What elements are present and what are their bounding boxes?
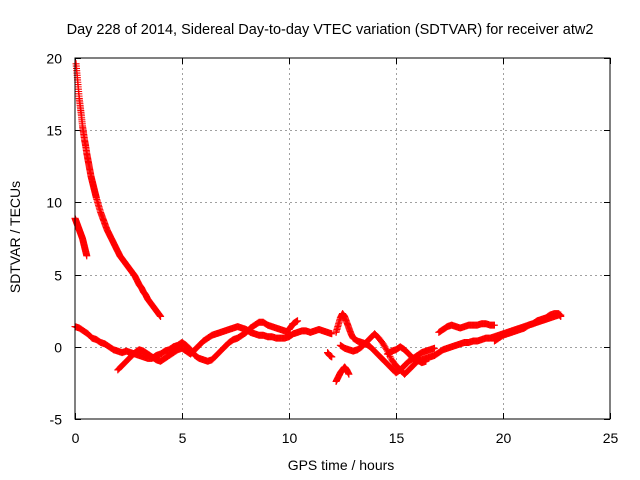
y-tick-labels: -5 0 5 10 15 20 [46, 51, 62, 428]
data-point [328, 353, 336, 361]
x-tick-label: 10 [282, 430, 298, 446]
data-series [324, 349, 336, 361]
y-axis-label: SDTVAR / TECUs [7, 181, 23, 293]
x-axis-label: GPS time / hours [288, 457, 395, 473]
plot-frame [74, 57, 611, 420]
data-series [114, 323, 336, 374]
y-tick-label: 10 [46, 195, 62, 211]
chart-title: Day 228 of 2014, Sidereal Day-to-day VTE… [67, 22, 594, 38]
data-point [328, 330, 336, 338]
data-point [380, 341, 388, 349]
y-tick-label: 15 [46, 123, 62, 139]
y-tick-label: 20 [46, 51, 62, 67]
y-tick-label: -5 [50, 412, 63, 428]
data-series [383, 343, 430, 367]
data-point [83, 252, 91, 260]
data-point [382, 344, 390, 352]
y-tick-label: 0 [54, 340, 62, 356]
data-series [435, 320, 498, 336]
x-tick-labels: 0 5 10 15 20 25 [72, 430, 619, 446]
data-point [381, 343, 389, 351]
y-tick-label: 5 [54, 268, 62, 284]
x-tick-label: 25 [603, 430, 619, 446]
data-point [557, 312, 565, 320]
data-series [332, 363, 353, 385]
data-series [285, 317, 302, 333]
data-series [72, 60, 165, 320]
data-series [71, 214, 91, 260]
x-tick-label: 20 [496, 430, 512, 446]
x-tick-label: 5 [179, 430, 187, 446]
data-point [379, 340, 387, 348]
data-point [422, 357, 430, 365]
grid [75, 58, 610, 419]
data-point [387, 354, 395, 362]
data-point [431, 344, 439, 352]
x-tick-label: 0 [72, 430, 80, 446]
data-series [71, 318, 293, 365]
x-tick-label: 15 [389, 430, 405, 446]
data-point [294, 317, 302, 325]
data-point [157, 312, 165, 320]
data-point [490, 321, 498, 329]
data-points [71, 60, 565, 385]
data-point [345, 370, 353, 378]
data-series [490, 310, 565, 345]
